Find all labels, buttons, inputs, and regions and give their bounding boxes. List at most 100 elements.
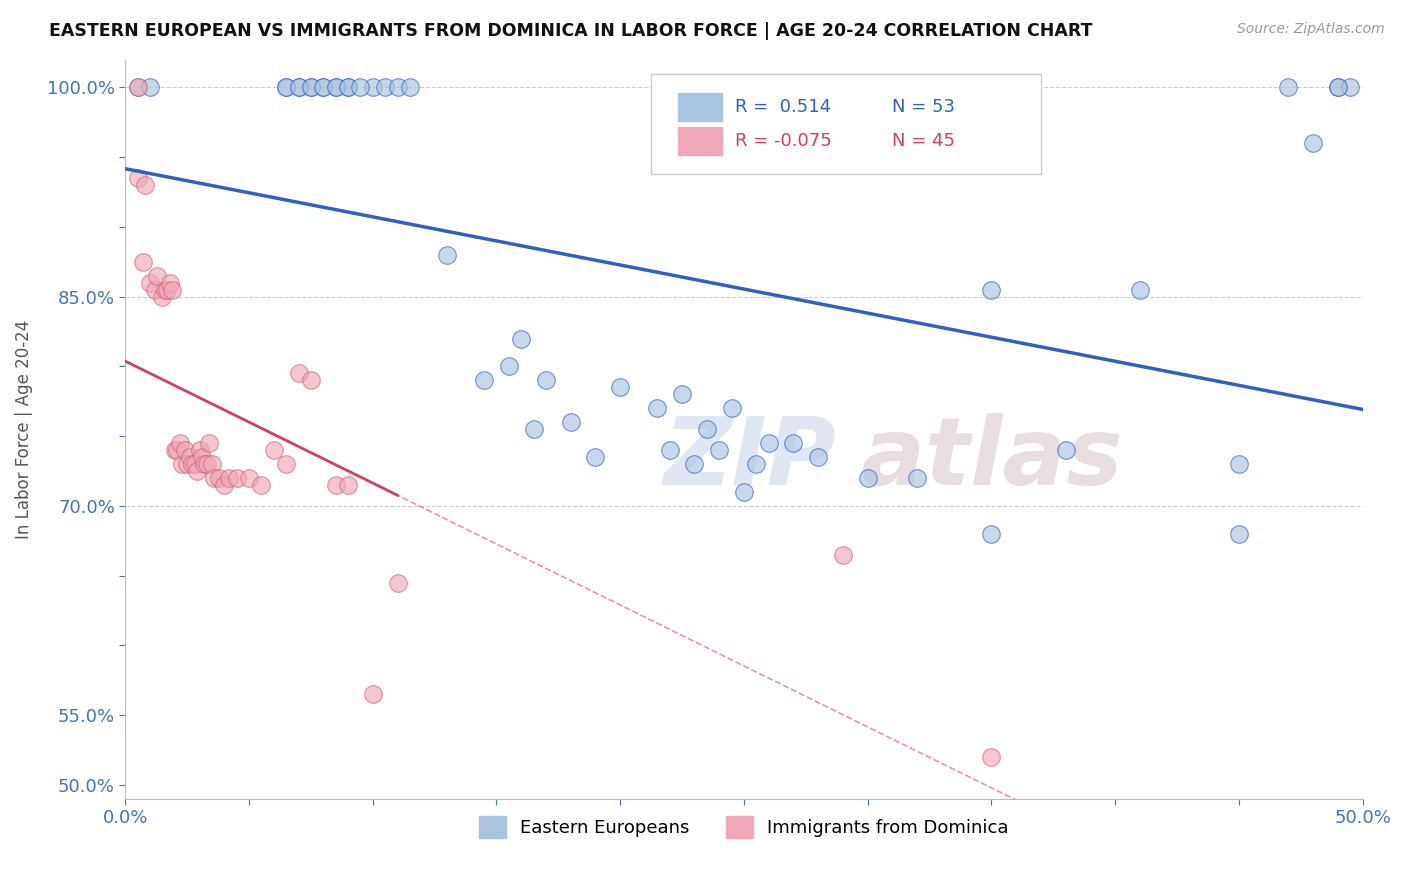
Point xyxy=(399,80,422,95)
Point xyxy=(162,283,184,297)
Point xyxy=(1277,80,1299,95)
Point xyxy=(159,276,181,290)
Point xyxy=(143,283,166,297)
Point xyxy=(153,283,176,297)
Point xyxy=(299,373,322,387)
Point xyxy=(325,478,347,492)
Point xyxy=(276,80,298,95)
Point xyxy=(134,178,156,193)
Point xyxy=(201,457,224,471)
Point xyxy=(980,283,1002,297)
Point xyxy=(387,575,409,590)
Point xyxy=(647,401,669,416)
Point xyxy=(1227,526,1250,541)
Point xyxy=(208,471,231,485)
Point xyxy=(176,457,198,471)
Text: ZIP: ZIP xyxy=(664,413,837,505)
Point xyxy=(337,80,360,95)
Point xyxy=(905,471,928,485)
Point xyxy=(436,248,458,262)
Point xyxy=(127,80,149,95)
Point xyxy=(325,80,347,95)
Point xyxy=(1339,80,1361,95)
Point xyxy=(173,443,195,458)
Point xyxy=(683,457,706,471)
Point xyxy=(198,436,221,450)
Point xyxy=(498,359,520,374)
Point xyxy=(287,80,309,95)
Point xyxy=(733,485,755,500)
Point xyxy=(202,471,225,485)
Point xyxy=(139,276,162,290)
Point xyxy=(287,80,309,95)
Point xyxy=(218,471,240,485)
Point xyxy=(195,457,218,471)
Point xyxy=(472,373,495,387)
Point xyxy=(856,471,879,485)
Legend: Eastern Europeans, Immigrants from Dominica: Eastern Europeans, Immigrants from Domin… xyxy=(471,809,1017,846)
Point xyxy=(1302,136,1324,151)
Point xyxy=(179,450,201,464)
Text: N = 45: N = 45 xyxy=(893,132,956,150)
Point xyxy=(349,80,371,95)
Point xyxy=(250,478,273,492)
Text: N = 53: N = 53 xyxy=(893,98,956,116)
Point xyxy=(312,80,335,95)
Point xyxy=(671,387,693,401)
Y-axis label: In Labor Force | Age 20-24: In Labor Force | Age 20-24 xyxy=(15,319,32,539)
Point xyxy=(720,401,742,416)
Bar xyxy=(678,127,721,155)
Bar xyxy=(678,93,721,121)
Point xyxy=(1327,80,1350,95)
Point xyxy=(181,457,204,471)
Point xyxy=(169,436,191,450)
Point xyxy=(186,464,208,478)
Point xyxy=(163,443,186,458)
Point xyxy=(807,450,830,464)
Point xyxy=(183,457,205,471)
Text: R =  0.514: R = 0.514 xyxy=(735,98,831,116)
Text: atlas: atlas xyxy=(664,413,1122,505)
Point xyxy=(782,436,804,450)
Point xyxy=(534,373,557,387)
Point xyxy=(1054,443,1077,458)
Point xyxy=(146,268,169,283)
Point xyxy=(1327,80,1350,95)
Point xyxy=(299,80,322,95)
Point xyxy=(287,367,309,381)
Point xyxy=(609,380,631,394)
Point xyxy=(374,80,396,95)
Point xyxy=(188,443,211,458)
Text: Source: ZipAtlas.com: Source: ZipAtlas.com xyxy=(1237,22,1385,37)
Point xyxy=(193,457,215,471)
Point xyxy=(387,80,409,95)
Point xyxy=(1227,457,1250,471)
Point xyxy=(832,548,855,562)
Point xyxy=(585,450,607,464)
FancyBboxPatch shape xyxy=(651,74,1040,174)
Point xyxy=(980,526,1002,541)
Point xyxy=(131,255,153,269)
Point xyxy=(214,478,236,492)
Point xyxy=(263,443,285,458)
Point xyxy=(1129,283,1152,297)
Point xyxy=(276,80,298,95)
Point xyxy=(312,80,335,95)
Point xyxy=(758,436,780,450)
Point xyxy=(152,290,174,304)
Point xyxy=(299,80,322,95)
Point xyxy=(560,415,582,429)
Point xyxy=(238,471,260,485)
Point xyxy=(658,443,681,458)
Point xyxy=(225,471,247,485)
Point xyxy=(523,422,546,436)
Point xyxy=(127,80,149,95)
Point xyxy=(127,171,149,186)
Point xyxy=(166,443,188,458)
Point xyxy=(709,443,731,458)
Point xyxy=(191,450,214,464)
Point xyxy=(696,422,718,436)
Point xyxy=(325,80,347,95)
Point xyxy=(276,457,298,471)
Text: EASTERN EUROPEAN VS IMMIGRANTS FROM DOMINICA IN LABOR FORCE | AGE 20-24 CORRELAT: EASTERN EUROPEAN VS IMMIGRANTS FROM DOMI… xyxy=(49,22,1092,40)
